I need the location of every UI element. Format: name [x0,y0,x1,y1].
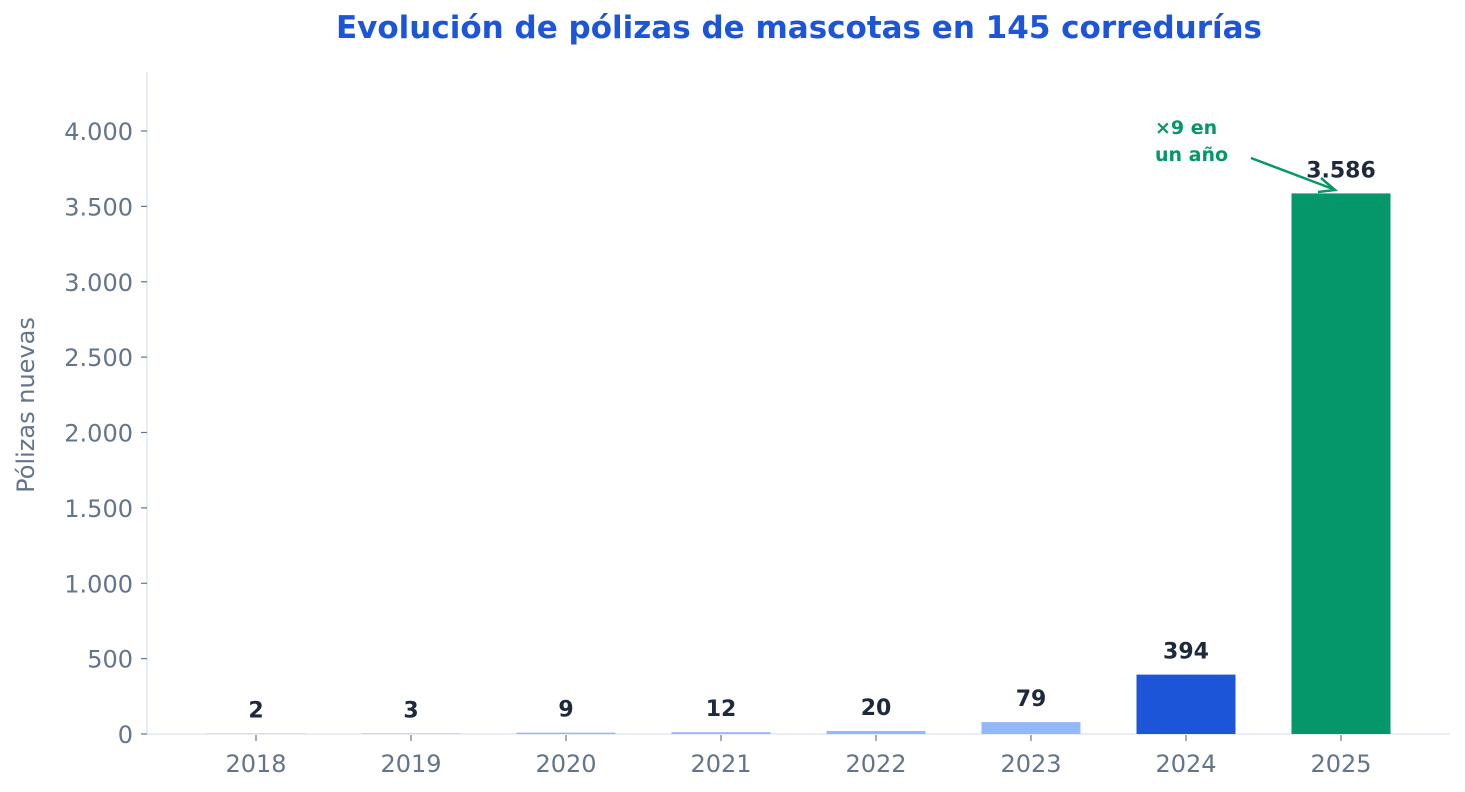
y-axis: 0 500 1.000 1.500 2.000 2.500 3.000 3.500 4.000 [64,72,148,749]
y-tick-label: 4.000 [64,118,133,146]
y-tick-label: 3.000 [64,269,133,297]
x-tick-label: 2021 [690,750,751,778]
arrow-head-icon [1317,177,1338,194]
bars [206,193,1391,734]
x-tick-label: 2023 [1000,750,1061,778]
value-label-2024: 394 [1163,640,1209,665]
y-tick-label: 2.000 [64,420,133,448]
bar-2020 [516,732,616,734]
bar-2021 [671,732,771,734]
value-label-2018: 2 [248,699,263,724]
y-tick-label: 2.500 [64,344,133,372]
x-tick-label: 2022 [845,750,906,778]
x-tick-label: 2018 [225,750,286,778]
value-label-2022: 20 [861,696,892,721]
value-label-2019: 3 [403,699,418,724]
x-tick-label: 2024 [1155,750,1216,778]
bar-2022 [826,730,926,734]
y-tick-label: 3.500 [64,193,133,221]
value-label-2025: 3.586 [1306,158,1376,183]
growth-annotation: ×9 en un año [1155,117,1338,194]
bar-2025 [1291,193,1391,734]
y-tick-label: 500 [87,646,133,674]
value-label-2020: 9 [558,698,573,723]
value-labels: 2 3 9 12 20 79 394 3.586 [248,158,1375,723]
value-label-2023: 79 [1016,687,1047,712]
bar-2023 [981,722,1081,734]
annotation-text: un año [1155,144,1228,166]
x-tick-label: 2019 [380,750,441,778]
x-tick-label: 2020 [535,750,596,778]
y-tick-label: 1.500 [64,495,133,523]
value-label-2021: 12 [706,697,737,722]
chart-title: Evolución de pólizas de mascotas en 145 … [335,10,1263,46]
annotation-arrow [1250,156,1334,191]
bar-2024 [1136,674,1236,734]
annotation-text: ×9 en [1155,117,1217,139]
y-tick-label: 0 [118,721,133,749]
x-tick-label: 2025 [1310,750,1371,778]
x-axis: 2018 2019 2020 2021 2022 2023 2024 2025 [147,733,1450,778]
y-tick-label: 1.000 [64,570,133,598]
